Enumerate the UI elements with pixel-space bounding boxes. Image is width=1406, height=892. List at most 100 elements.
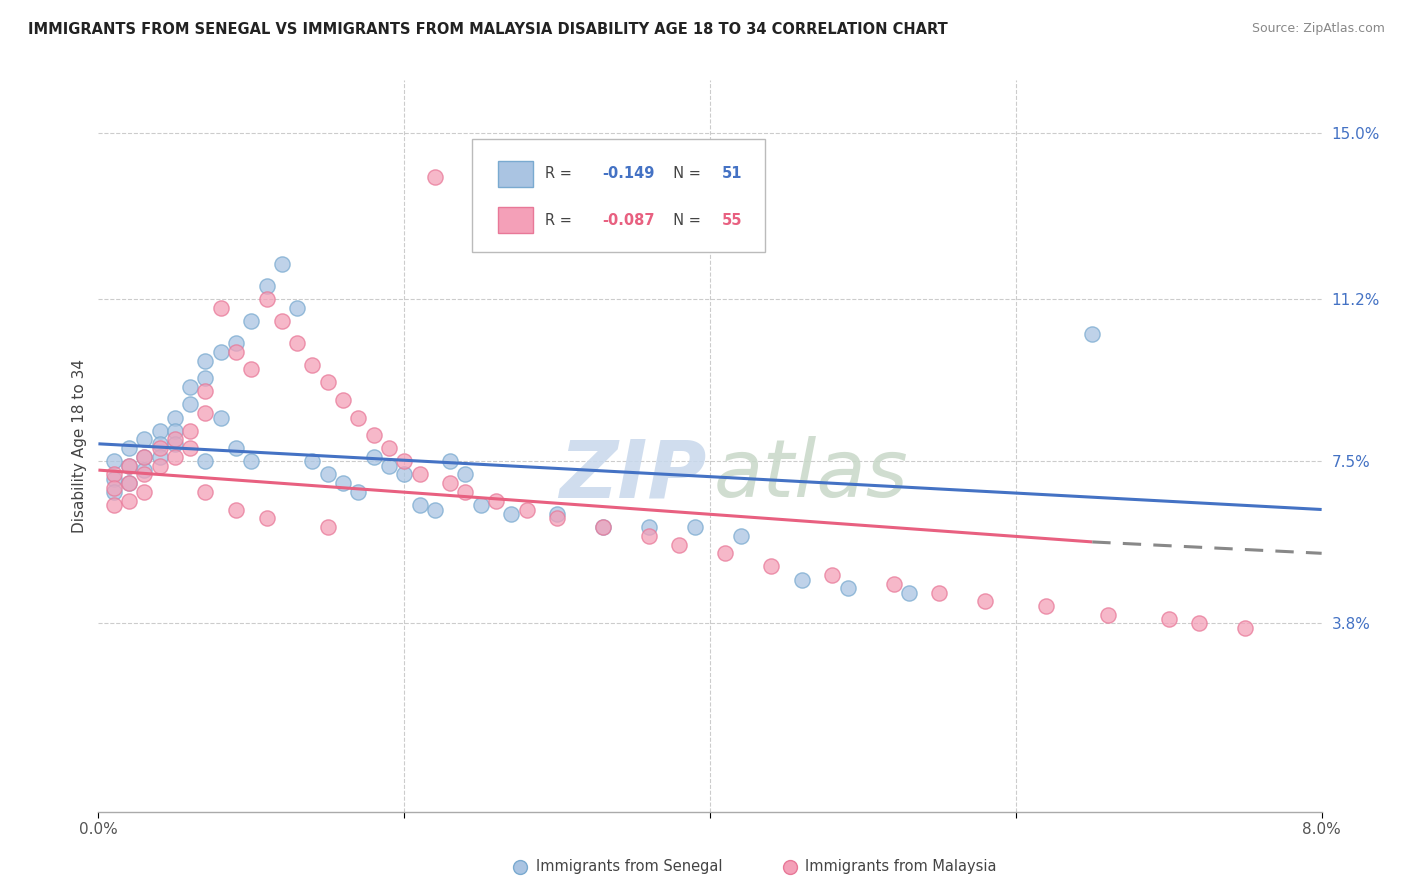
Text: 51: 51 [723,166,742,181]
Point [118,493,141,508]
Point [423,502,446,516]
Point [1097,607,1119,622]
Point [423,169,446,184]
Text: Immigrants from Senegal: Immigrants from Senegal [536,859,723,874]
Point [470,498,492,512]
Bar [498,207,533,234]
Point [683,520,706,534]
Point [209,344,232,359]
Text: atlas: atlas [714,436,908,515]
Text: IMMIGRANTS FROM SENEGAL VS IMMIGRANTS FROM MALAYSIA DISABILITY AGE 18 TO 34 CORR: IMMIGRANTS FROM SENEGAL VS IMMIGRANTS FR… [28,22,948,37]
Point [1157,612,1180,626]
Point [163,433,186,447]
Point [332,392,354,407]
Point [316,376,339,390]
Point [194,353,217,368]
Point [392,467,416,482]
Point [974,594,997,608]
Text: -0.087: -0.087 [602,212,655,227]
Point [378,458,401,473]
Point [134,485,156,500]
Point [194,485,217,500]
Point [103,467,125,482]
Point [134,450,156,464]
Point [179,380,201,394]
Point [301,358,323,372]
Text: N =: N = [664,166,704,181]
Point [149,441,172,455]
Point [256,511,278,525]
Point [179,397,201,411]
Point [637,529,661,543]
Text: 55: 55 [723,212,742,227]
Point [1234,621,1257,635]
Point [118,458,141,473]
Point [790,573,813,587]
Point [439,476,461,491]
Point [103,454,125,468]
Point [546,511,568,525]
Point [316,467,339,482]
Point [408,467,430,482]
Point [256,293,278,307]
Y-axis label: Disability Age 18 to 34: Disability Age 18 to 34 [72,359,87,533]
Bar [498,161,533,187]
Text: Immigrants from Malaysia: Immigrants from Malaysia [806,859,997,874]
Point [1188,616,1211,631]
Text: R =: R = [546,212,576,227]
Point [225,441,247,455]
Point [179,424,201,438]
Point [928,585,950,599]
Point [240,362,263,376]
Point [821,568,844,582]
Point [285,301,308,315]
Point [516,502,538,516]
Point [363,450,385,464]
Point [316,520,339,534]
Point [118,476,141,491]
Text: ZIP: ZIP [560,436,706,515]
Point [668,537,690,551]
Point [240,314,263,328]
Point [301,454,323,468]
Text: N =: N = [664,212,704,227]
Point [392,454,416,468]
Point [179,441,201,455]
Point [149,424,172,438]
Point [225,336,247,351]
Point [149,450,172,464]
Point [118,476,141,491]
Point [240,454,263,468]
Point [592,520,614,534]
Point [149,458,172,473]
Point [408,498,430,512]
Point [501,507,523,521]
Point [454,467,477,482]
Point [759,559,782,574]
Point [163,450,186,464]
Point [103,485,125,500]
Point [730,529,752,543]
Point [103,498,125,512]
Point [103,472,125,486]
Point [225,344,247,359]
Point [714,546,737,560]
Point [285,336,308,351]
Point [134,433,156,447]
Text: R =: R = [546,166,576,181]
Point [883,577,905,591]
Point [837,582,859,596]
Point [194,406,217,420]
Point [637,520,661,534]
FancyBboxPatch shape [471,139,765,252]
Point [149,437,172,451]
Point [439,454,461,468]
Point [225,502,247,516]
Point [485,493,508,508]
Point [897,585,920,599]
Point [209,301,232,315]
Point [194,371,217,385]
Point [134,450,156,464]
Point [347,410,370,425]
Point [118,441,141,455]
